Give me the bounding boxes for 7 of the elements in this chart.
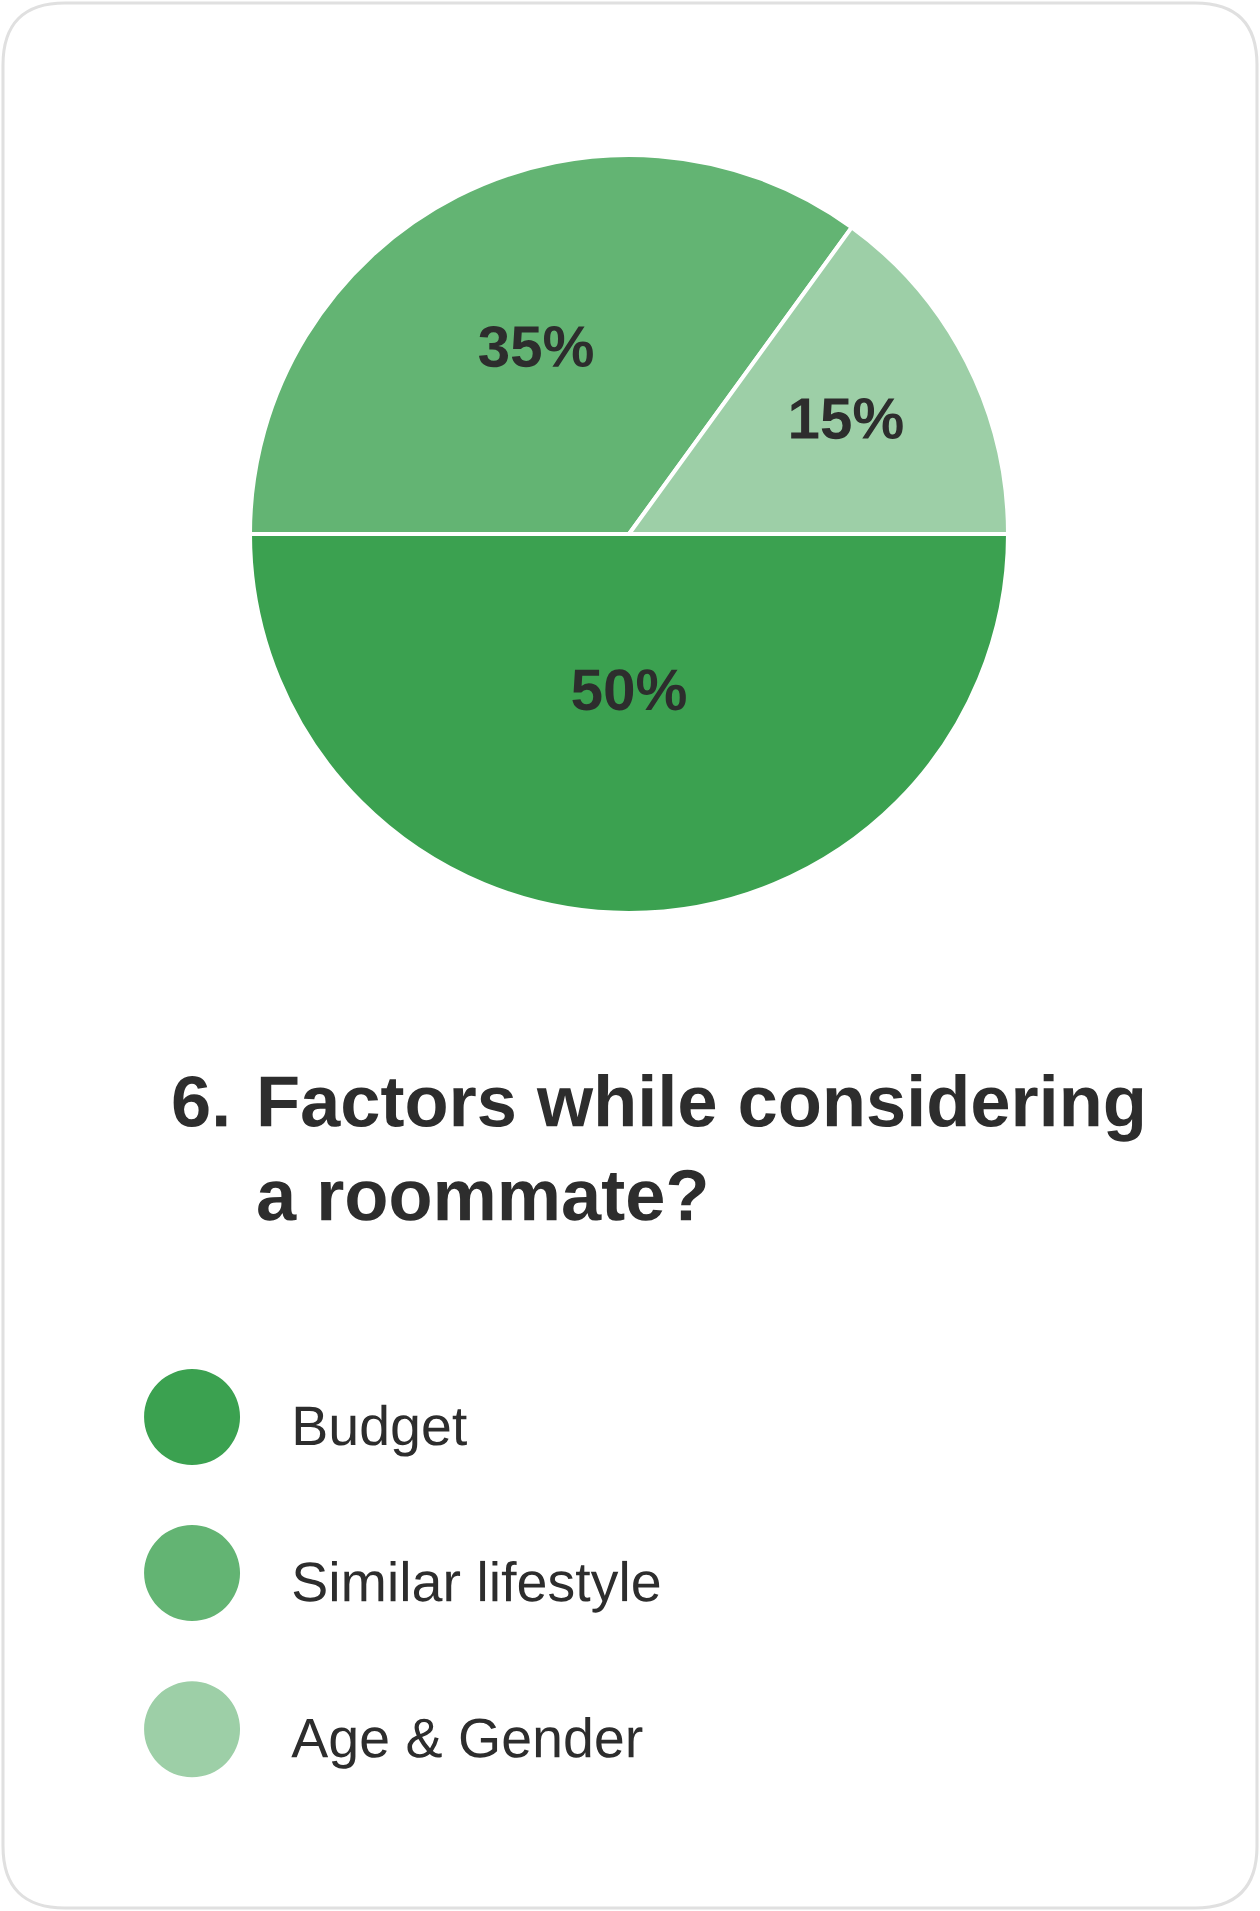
text: 6. Factors while considering a roommate? [173, 1074, 1143, 1221]
legend-label: Similar lifestyle [293, 1560, 660, 1613]
legend-label: Budget [295, 1404, 467, 1457]
data-label: 50% [572, 669, 686, 711]
data-label: 15% [791, 397, 903, 440]
legend-label: Age & Gender [291, 1716, 643, 1769]
data-label: 35% [479, 325, 593, 368]
